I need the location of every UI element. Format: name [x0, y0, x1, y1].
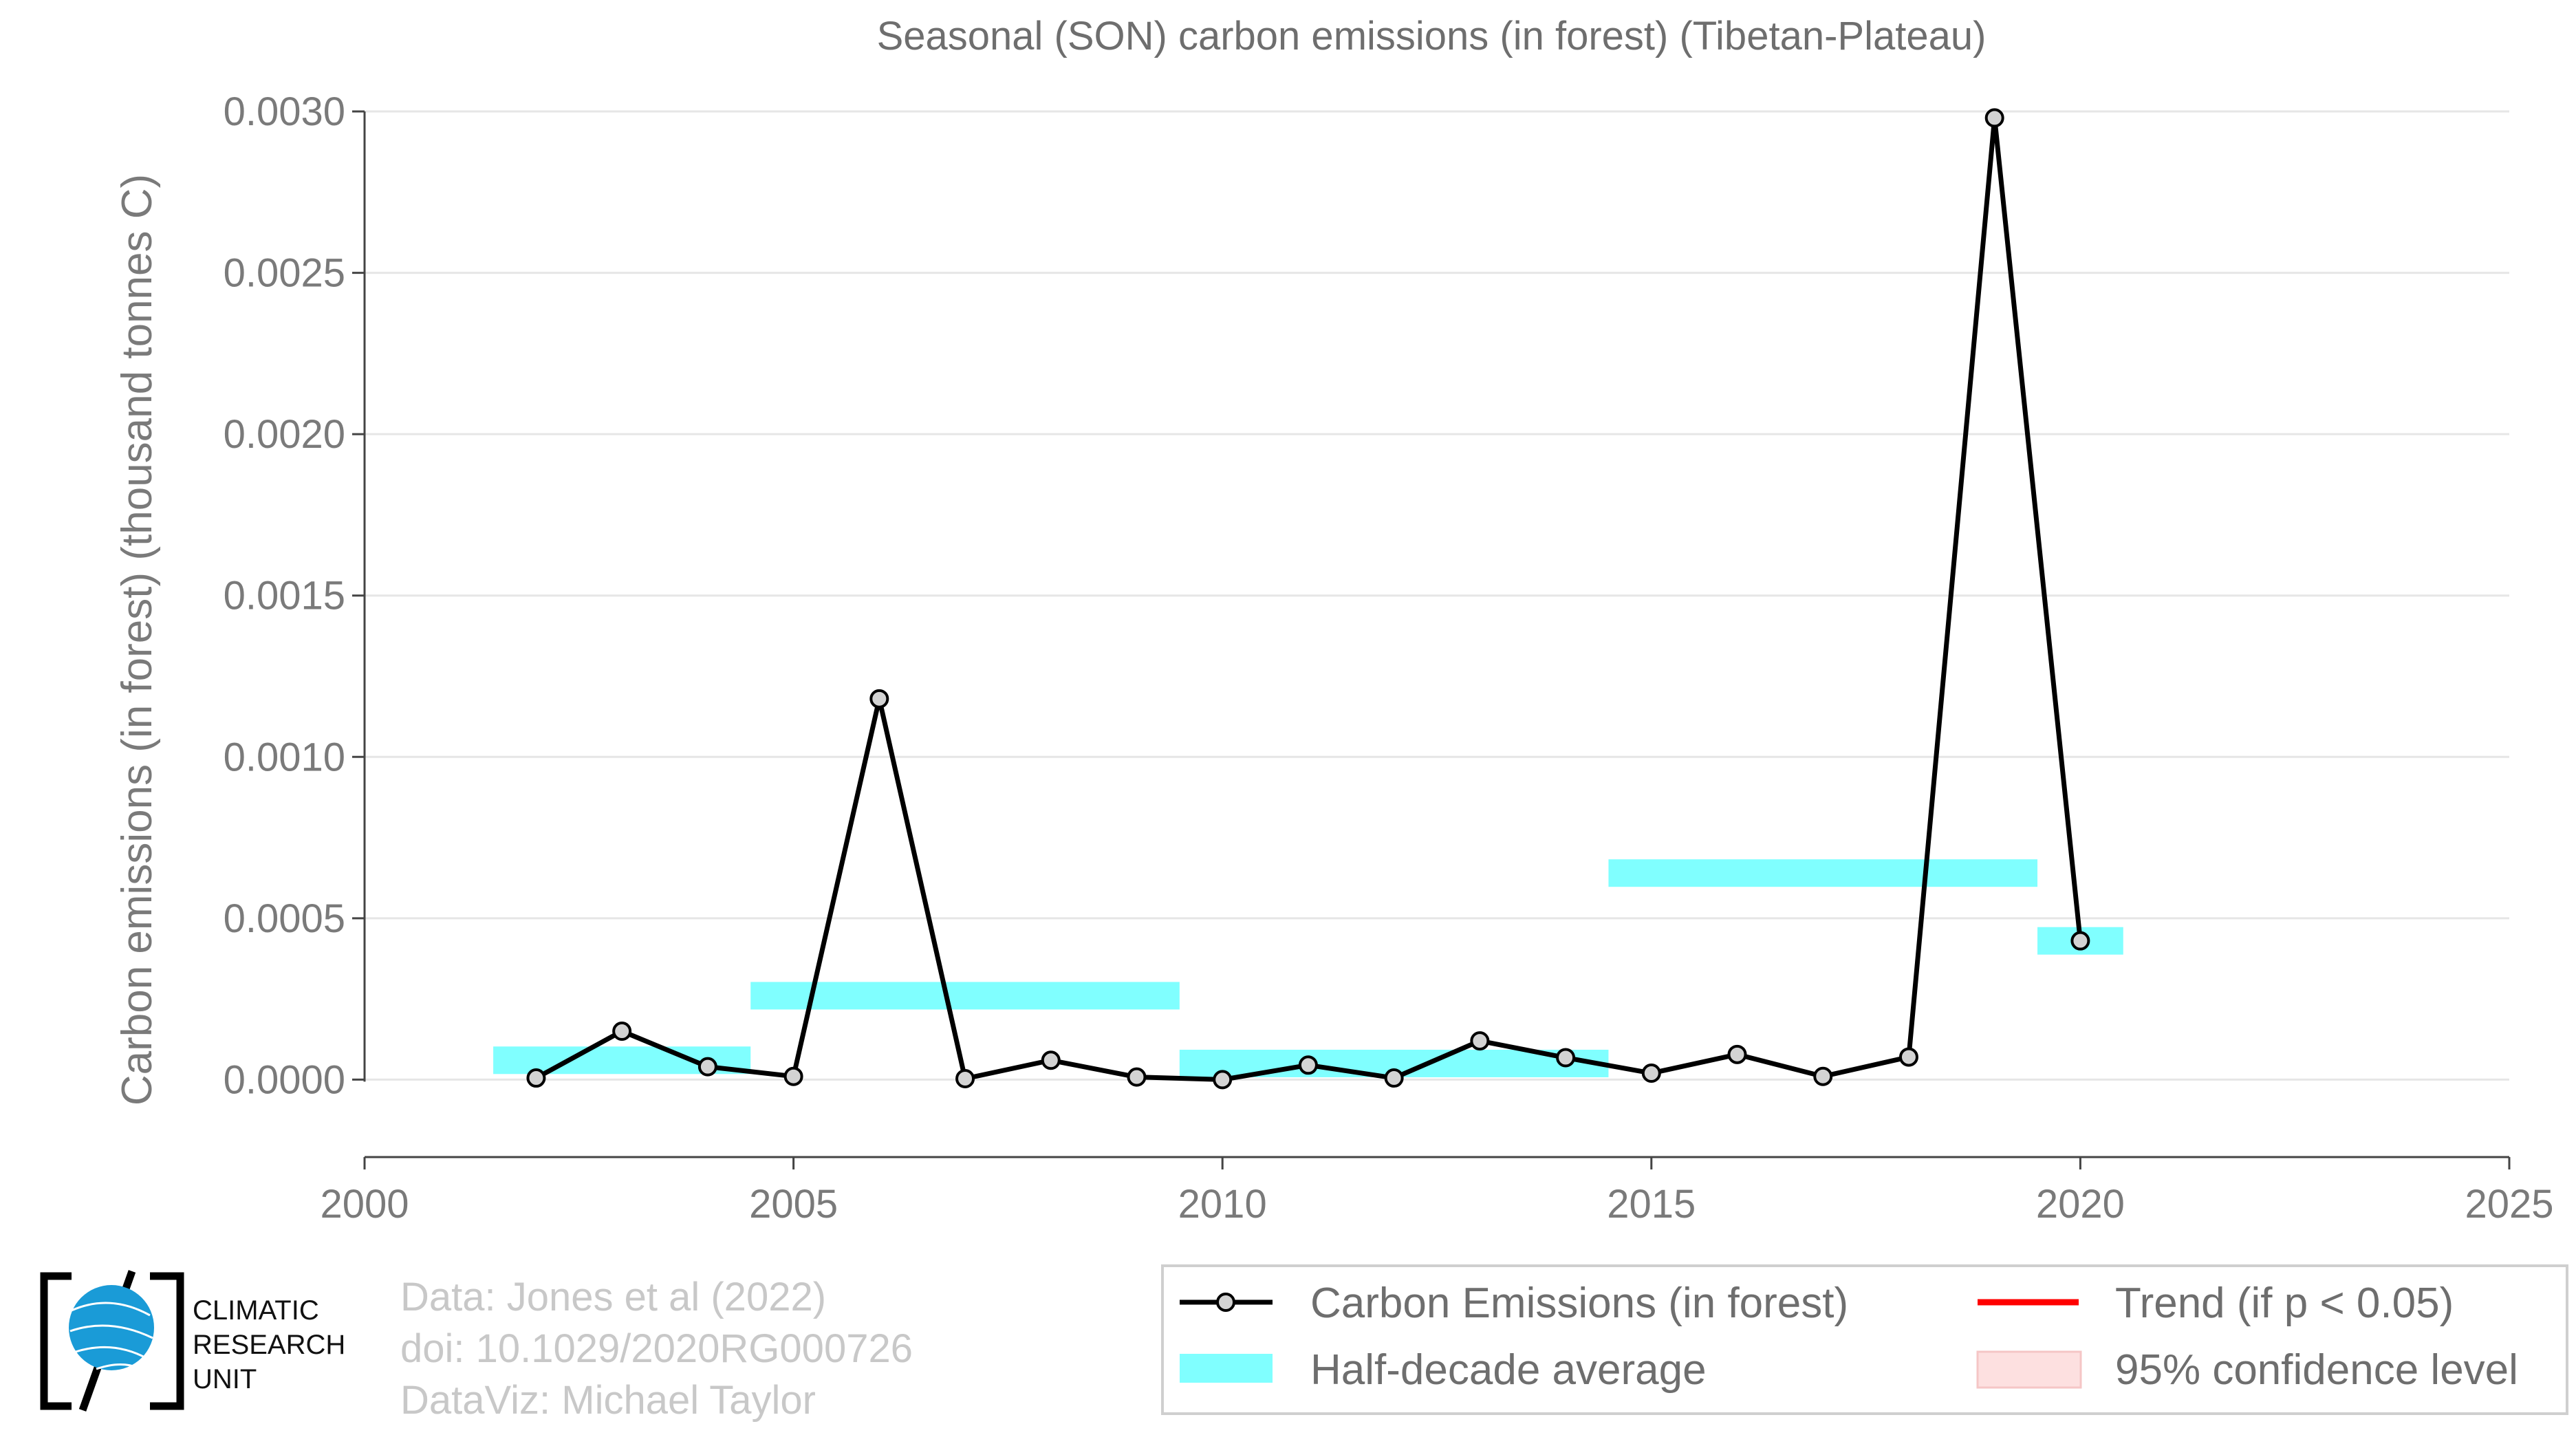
data-point: [612, 1022, 632, 1042]
data-point: [1470, 1031, 1490, 1051]
x-tick-label: 2020: [2036, 1182, 2125, 1227]
cru-logo: CLIMATIC RESEARCH UNIT: [40, 1270, 345, 1412]
data-point: [1298, 1055, 1318, 1075]
data-point: [1813, 1066, 1833, 1086]
data-point: [1556, 1048, 1576, 1068]
y-tick-label: 0.0020: [224, 412, 345, 457]
x-tick-label: 2015: [1607, 1182, 1696, 1227]
x-tick-label: 2005: [749, 1182, 838, 1227]
legend-half-decade-swatch: [1180, 1354, 1273, 1383]
x-axis: 2000 2005 2010 2015 2020 2025: [320, 1156, 2554, 1227]
half-decade-bar: [1608, 859, 2038, 887]
emissions-series: [526, 108, 2090, 1090]
data-point: [697, 1057, 717, 1077]
data-point: [1984, 108, 2004, 128]
y-axis-label: Carbon emissions (in forest) (thousand t…: [113, 174, 161, 1105]
legend-label-emissions: Carbon Emissions (in forest): [1310, 1280, 1848, 1327]
y-tick-label: 0.0010: [224, 735, 345, 779]
credit-doi: doi: 10.1029/2020RG000726: [400, 1326, 913, 1371]
x-tick-label: 2025: [2465, 1182, 2553, 1227]
x-tick-label: 2000: [320, 1182, 409, 1227]
logo-line-1: CLIMATIC: [193, 1295, 319, 1326]
data-point: [955, 1069, 975, 1088]
data-point: [2070, 931, 2090, 951]
emissions-line: [534, 115, 2083, 1082]
legend-confidence-swatch: [1976, 1350, 2082, 1389]
half-decade-bars: [493, 859, 2123, 1077]
y-tick-label: 0.0025: [224, 251, 345, 296]
x-tick-label: 2010: [1178, 1182, 1267, 1227]
data-point: [1384, 1068, 1404, 1088]
half-decade-bar: [750, 982, 1180, 1010]
legend-label-trend: Trend (if p < 0.05): [2115, 1280, 2454, 1327]
y-tick-label: 0.0015: [224, 574, 345, 618]
legend-label-half-decade: Half-decade average: [1310, 1346, 1707, 1394]
logo-frame: [40, 1272, 184, 1410]
y-tick-label: 0.0000: [224, 1057, 345, 1102]
data-point: [869, 689, 889, 709]
data-point: [1041, 1050, 1061, 1070]
credit-data: Data: Jones et al (2022): [400, 1275, 826, 1319]
data-point: [526, 1068, 546, 1088]
legend: Carbon Emissions (in forest) Half-decade…: [1161, 1264, 2568, 1415]
data-point: [1727, 1044, 1747, 1064]
data-point: [783, 1066, 803, 1086]
globe-lines: [69, 1302, 153, 1370]
y-tick-label: 0.0005: [224, 896, 345, 941]
legend-marker-swatch: [1216, 1293, 1235, 1312]
credit-dataviz: DataViz: Michael Taylor: [400, 1378, 816, 1423]
data-point: [1898, 1047, 1918, 1067]
chart-title: Seasonal (SON) carbon emissions (in fore…: [877, 14, 1987, 58]
data-point: [1213, 1070, 1233, 1090]
y-axis: 0.0000 0.0005 0.0010 0.0015 0.0020 0.0025 0.00…: [224, 89, 366, 1102]
legend-box: [1161, 1264, 2568, 1415]
logo-line-3: UNIT: [193, 1364, 257, 1394]
legend-label-confidence: 95% confidence level: [2115, 1346, 2518, 1394]
data-point: [1127, 1067, 1147, 1087]
grid-lines: [365, 110, 2509, 1081]
logo-line-2: RESEARCH: [193, 1330, 345, 1360]
y-tick-label: 0.0030: [224, 89, 345, 134]
data-point: [1641, 1064, 1661, 1083]
